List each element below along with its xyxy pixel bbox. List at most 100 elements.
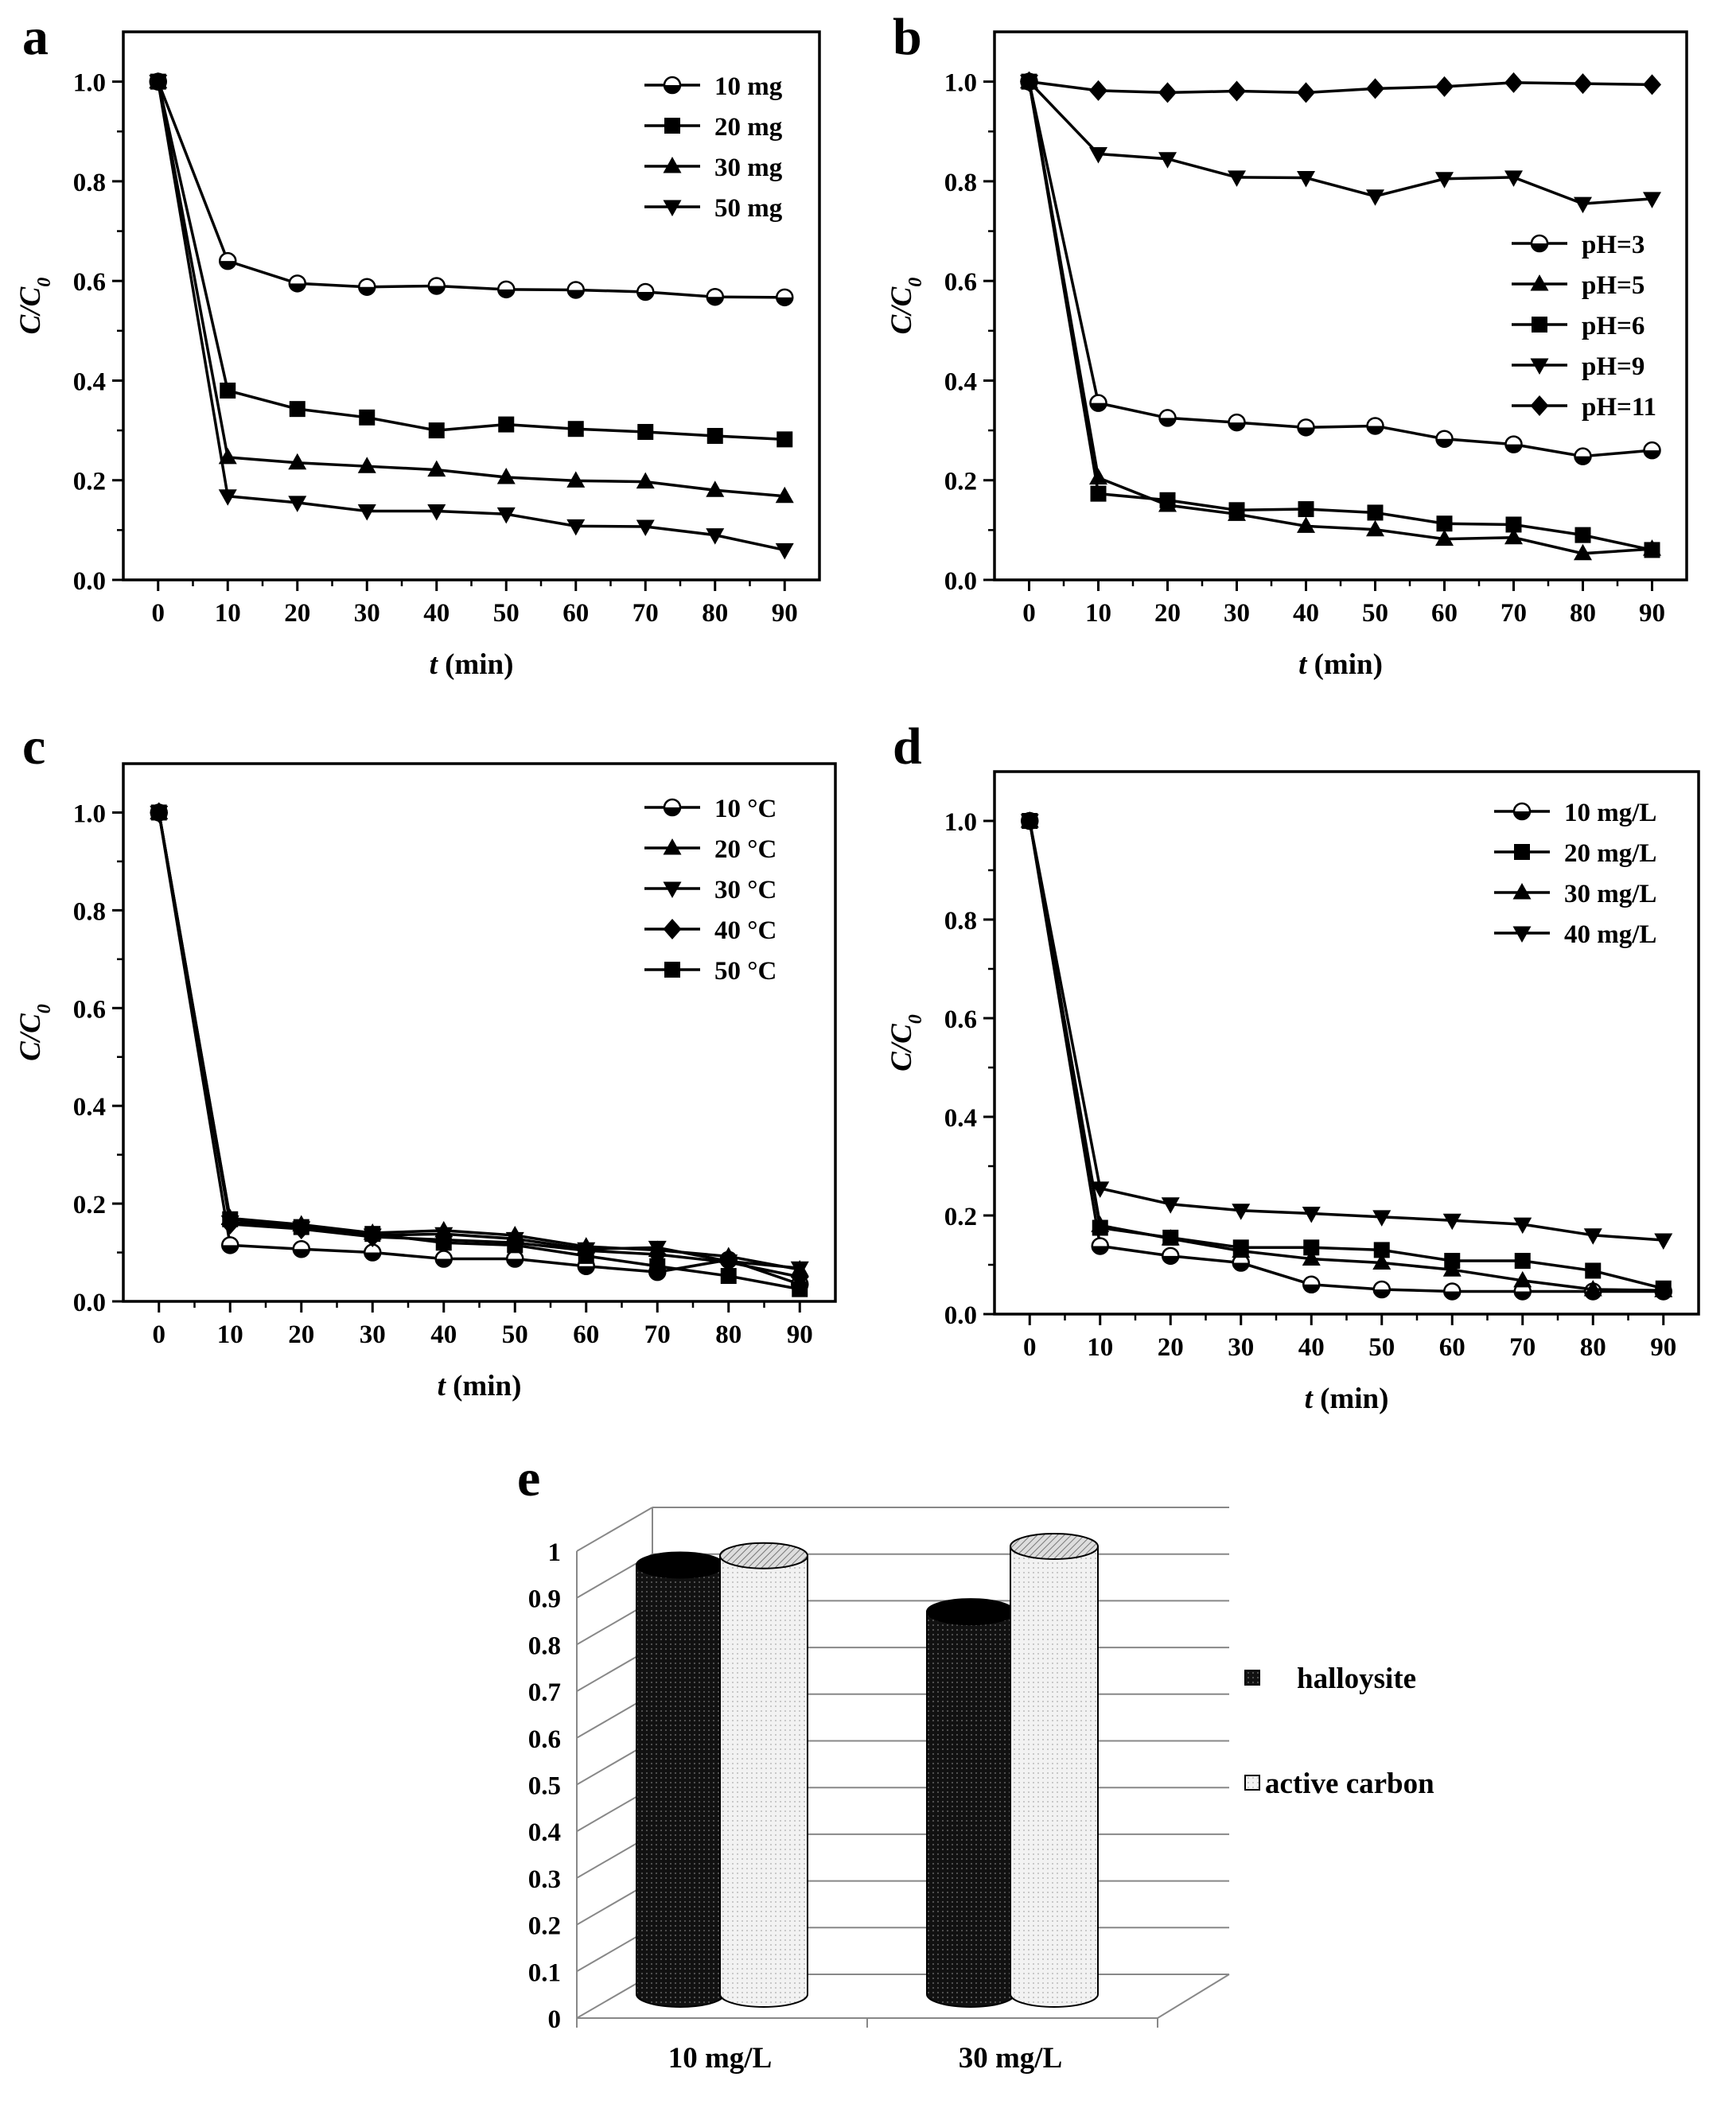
legend-label-b-4: pH=11 — [1582, 393, 1656, 422]
x-tick-label-a: 40 — [423, 599, 450, 628]
legend-marker-d-2 — [1512, 883, 1532, 900]
data-point-c-4 — [435, 1235, 452, 1251]
bar-cylinder-1-1 — [1010, 1546, 1099, 2008]
data-point-b-2 — [1159, 492, 1176, 508]
data-point-d-3 — [1372, 1210, 1392, 1227]
x-tick-label-a: 20 — [284, 599, 310, 628]
data-point-d-2 — [1442, 1260, 1462, 1277]
data-point-b-0 — [1366, 417, 1384, 435]
data-point-b-4 — [1089, 80, 1107, 101]
data-point-d-0-half — [1232, 1262, 1249, 1271]
data-point-c-0-half — [293, 1249, 309, 1258]
data-point-b-4 — [1297, 82, 1315, 103]
y-tick-label-a: 1.0 — [73, 69, 106, 98]
x-axis-title-unit-a: (min) — [438, 648, 514, 681]
data-point-d-3 — [1654, 1233, 1673, 1250]
y-tick-label-c: 0.2 — [73, 1191, 106, 1219]
data-point-c-4 — [293, 1219, 309, 1235]
x-axis-title-unit-d: (min) — [1313, 1383, 1389, 1415]
data-point-d-3 — [1091, 1181, 1110, 1198]
data-point-c-0-half — [435, 1258, 452, 1267]
chart-panel-c: 0 10 20 30 40 50 60 70 80 90 0.0 0.2 0.4 0.6 0.8 1.0 t (… — [14, 762, 837, 1402]
data-point-b-4 — [1643, 74, 1661, 95]
legend-marker-a-0-half — [664, 85, 680, 93]
data-point-d-3 — [1513, 1217, 1532, 1235]
bar-cylinder-0-0 — [636, 1564, 725, 2008]
y-tick-label-e: 0.4 — [528, 1818, 561, 1847]
y-tick-label-e: 0.3 — [528, 1865, 561, 1894]
legend-marker-d-0 — [1512, 802, 1532, 821]
data-point-d-2 — [1161, 1229, 1180, 1246]
data-point-b-0 — [1574, 447, 1592, 465]
x-tick-label-a: 30 — [354, 599, 380, 628]
series-line-b-2 — [1027, 81, 1652, 552]
legend-marker-b-0 — [1530, 234, 1549, 253]
y-tick-label-e: 0.7 — [528, 1678, 561, 1707]
x-tick-label-a: 0 — [152, 599, 165, 628]
x-axis-title-unit-b: (min) — [1306, 648, 1383, 681]
data-point-a-3 — [288, 496, 307, 512]
legend-swatch-e-0 — [1244, 1670, 1260, 1686]
y-tick-label-b: 0.2 — [944, 468, 977, 496]
data-point-a-0 — [706, 287, 724, 306]
series-line-b-1 — [1027, 81, 1652, 555]
data-point-a-0-half — [498, 289, 515, 298]
data-point-b-0 — [1643, 441, 1661, 460]
legend-marker-c-0-half — [664, 807, 680, 815]
y-tick-label-c: 0.8 — [73, 897, 106, 926]
x-tick-label-b: 0 — [1022, 599, 1036, 628]
data-point-b-3 — [1435, 172, 1454, 189]
y-axis-title-sub-c: 0 — [34, 1004, 55, 1013]
legend-marker-c-1 — [663, 838, 682, 855]
data-point-d-2 — [1513, 1270, 1532, 1288]
y-tick-label-e: 0 — [548, 2005, 562, 2034]
legend-label-a-1: 20 mg — [714, 113, 783, 142]
chart-panel-d: 0 10 20 30 40 50 60 70 80 90 0.0 0.2 0.4 0.6 0.8 1.0 t (… — [886, 770, 1700, 1415]
data-point-b-0 — [1089, 394, 1107, 412]
legend-marker-a-1 — [664, 118, 680, 134]
data-point-d-2 — [1091, 1215, 1110, 1232]
data-point-b-2 — [1644, 542, 1660, 558]
data-point-a-0-half — [359, 286, 376, 295]
series-line-a-2 — [157, 81, 785, 498]
panel-label-d: d — [893, 718, 922, 776]
data-point-c-0-half — [222, 1245, 239, 1254]
data-point-d-3 — [1020, 814, 1039, 830]
legend-label-e-0: halloysite — [1297, 1663, 1416, 1695]
data-point-a-3 — [149, 75, 168, 91]
x-axis-title-a: t (min) — [430, 648, 514, 681]
data-point-c-0-half — [364, 1252, 381, 1261]
x-axis-title-d: t (min) — [1305, 1383, 1389, 1415]
data-point-d-0 — [1302, 1275, 1321, 1294]
y-tick-label-a: 0.6 — [73, 268, 106, 297]
data-point-d-0 — [1372, 1280, 1391, 1299]
data-point-d-2 — [1583, 1280, 1602, 1297]
bar-cylinder-top-0-1 — [926, 1598, 1015, 1626]
x-tick-label-a: 60 — [562, 599, 589, 628]
data-point-a-1 — [777, 431, 793, 448]
data-point-c-0 — [221, 1236, 239, 1254]
y-tick-label-a: 0.2 — [73, 468, 106, 496]
data-point-c-4 — [222, 1211, 239, 1227]
y-tick-label-c: 1.0 — [73, 799, 106, 828]
x-tick-label-a: 80 — [702, 599, 728, 628]
data-point-d-1 — [1373, 1242, 1390, 1258]
bar-cylinder-1-0 — [719, 1554, 808, 2008]
data-point-c-0 — [292, 1239, 310, 1258]
data-point-b-0-half — [1505, 444, 1522, 453]
data-point-a-0 — [566, 281, 585, 299]
y-tick-label-b: 0.0 — [944, 567, 977, 596]
data-point-a-0 — [776, 288, 794, 307]
x-tick-label-a: 70 — [633, 599, 659, 628]
series-line-d-3 — [1028, 820, 1664, 1242]
y-axis-title-sub-d: 0 — [905, 1014, 926, 1024]
data-point-b-3 — [1574, 196, 1592, 214]
legend-marker-b-4 — [1530, 395, 1549, 416]
y-axis-title-main-d: C/C — [886, 1023, 918, 1071]
data-point-b-1 — [1504, 527, 1523, 545]
x-axis-title-var-b: t — [1298, 648, 1308, 681]
data-point-b-2 — [1436, 515, 1453, 532]
series-line-d-2 — [1028, 820, 1664, 1292]
series-line-a-0 — [157, 81, 785, 299]
data-point-d-1 — [1303, 1239, 1320, 1256]
